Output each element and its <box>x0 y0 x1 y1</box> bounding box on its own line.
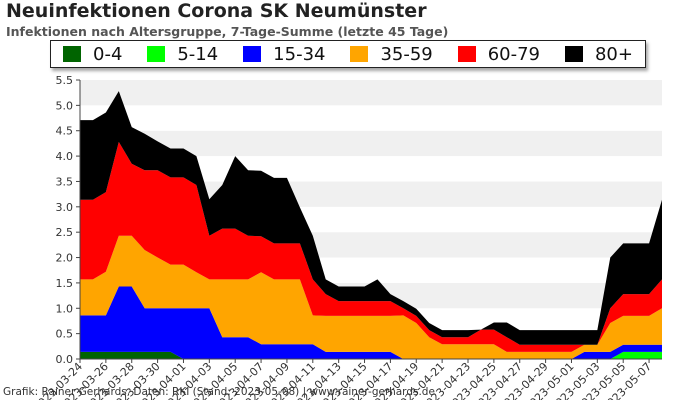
legend-item-15-34: 15-34 <box>243 44 325 65</box>
legend-label: 35-59 <box>380 43 433 65</box>
y-tick-labels: 0.0 0.5 1.0 1.5 2.0 2.5 3.0 3.5 4.0 4.5 5.0 5.5 <box>56 74 80 366</box>
y-tick-label: 2.0 <box>56 252 74 265</box>
grid-band <box>80 105 662 131</box>
y-tick-label: 0.0 <box>56 353 74 366</box>
axes <box>79 80 662 360</box>
series-area-80-plus <box>80 91 662 345</box>
y-tick-label: 4.0 <box>56 150 74 163</box>
series-area-60-79 <box>80 141 662 352</box>
y-tick-label: 1.0 <box>56 302 74 315</box>
legend-label: 80+ <box>594 43 633 65</box>
grid-band <box>80 80 662 106</box>
series-area-35-59 <box>80 235 662 359</box>
series-area-0-4 <box>80 351 662 359</box>
y-tick-label: 0.5 <box>56 328 74 341</box>
legend-label: 5-14 <box>177 43 219 65</box>
y-tick-label: 1.5 <box>56 277 74 290</box>
legend-swatch <box>243 46 262 62</box>
series-area-15-34 <box>80 286 662 359</box>
y-tick-label: 2.5 <box>56 226 74 239</box>
legend-label: 60-79 <box>487 43 541 65</box>
chart-subtitle: Infektionen nach Altersgruppe, 7-Tage-Su… <box>6 24 449 39</box>
chart-title: Neuinfektionen Corona SK Neumünster <box>6 0 427 22</box>
legend-swatch <box>63 46 81 62</box>
series-areas <box>80 91 662 359</box>
legend-label: 0-4 <box>93 43 123 65</box>
legend-swatch <box>350 46 369 62</box>
y-tick-label: 4.5 <box>56 125 74 138</box>
y-tick-label: 3.0 <box>56 201 74 214</box>
legend-swatch <box>564 46 583 62</box>
legend-item-60-79: 60-79 <box>457 43 541 65</box>
legend-swatch <box>147 46 166 62</box>
y-tick-label: 5.0 <box>56 99 74 112</box>
legend-item-0-4: 0-4 <box>63 44 122 65</box>
legend: 0-4 5-14 15-34 35-59 60-79 80+ <box>50 40 646 68</box>
y-tick-label: 5.5 <box>56 74 74 87</box>
legend-item-80-plus: 80+ <box>564 43 633 65</box>
footer-credit: Grafik: Rainer Gerhards, Daten: RKI (Sta… <box>3 386 435 398</box>
legend-swatch <box>457 46 476 62</box>
legend-item-5-14: 5-14 <box>147 44 218 65</box>
legend-item-35-59: 35-59 <box>350 43 433 65</box>
legend-label: 15-34 <box>273 43 326 65</box>
y-tick-label: 3.5 <box>56 175 74 188</box>
